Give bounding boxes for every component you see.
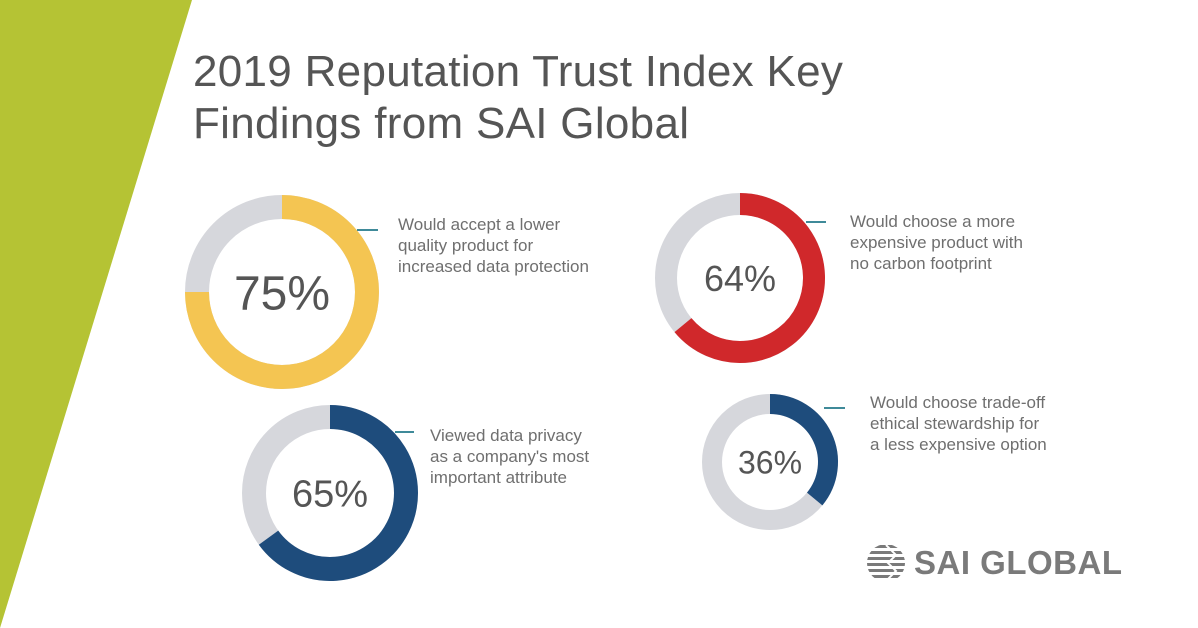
page-title: 2019 Reputation Trust Index Key Findings…: [193, 46, 843, 150]
sai-global-logo: SAI GLOBAL: [866, 543, 1123, 583]
donut-value-arc: [258, 405, 418, 581]
donut-center-label: 75%: [234, 267, 330, 320]
donut-label-2: Would choose a more expensive product wi…: [850, 211, 1080, 274]
label-line: important attribute: [430, 468, 568, 487]
donut-label-3: Viewed data privacy as a company's most …: [430, 425, 660, 488]
label-line: increased data protection: [398, 257, 589, 276]
label-line: expensive product with: [850, 233, 1023, 252]
title-line-2: Findings from SAI Global: [193, 99, 690, 148]
label-line: as a company's most: [430, 447, 590, 466]
donut-center-label: 36%: [738, 445, 802, 481]
donut-label-4: Would choose trade-off ethical stewardsh…: [870, 392, 1100, 455]
label-line: ethical stewardship for: [870, 414, 1040, 433]
label-line: no carbon footprint: [850, 254, 992, 273]
label-line: Viewed data privacy: [430, 426, 582, 445]
label-line: a less expensive option: [870, 435, 1047, 454]
donut-value-arc: [674, 193, 825, 363]
label-line: Would choose a more: [850, 212, 1016, 231]
donut-label-1: Would accept a lower quality product for…: [398, 214, 628, 277]
logo-text: SAI GLOBAL: [914, 544, 1123, 581]
donut-value-arc: [769, 394, 838, 506]
globe-icon: [867, 544, 905, 582]
donut-value-arc: [185, 195, 379, 389]
label-line: Would choose trade-off: [870, 393, 1046, 412]
green-accent-band: [0, 0, 192, 628]
donut-center-label: 65%: [292, 474, 368, 516]
label-line: Would accept a lower: [398, 215, 561, 234]
label-line: quality product for: [398, 236, 534, 255]
donut-center-label: 64%: [704, 258, 776, 299]
title-line-1: 2019 Reputation Trust Index Key: [193, 47, 844, 96]
